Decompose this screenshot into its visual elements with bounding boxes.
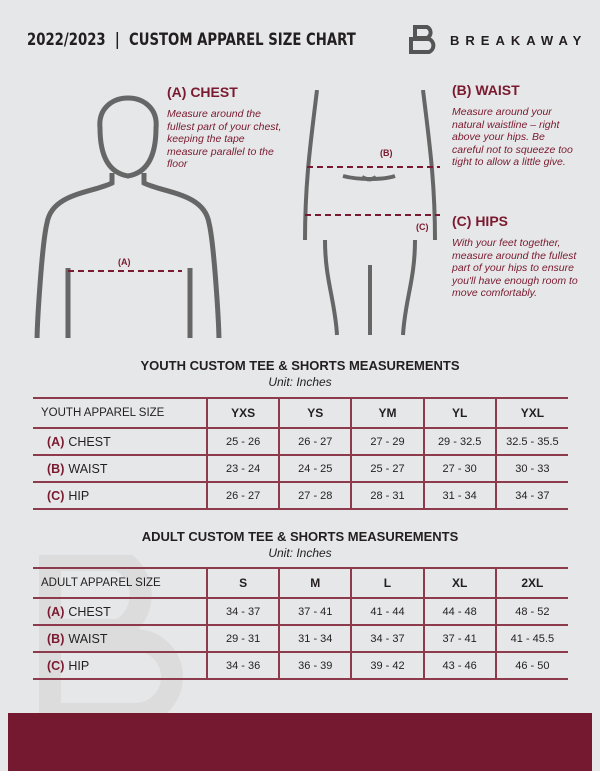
table-cell: 29 - 32.5 — [422, 428, 496, 456]
chest-marker: (A) — [118, 257, 131, 267]
table-cell: 27 - 29 — [350, 428, 424, 456]
table-cell: 32.5 - 35.5 — [494, 428, 568, 456]
chest-text: Measure around the fullest part of your … — [167, 108, 282, 170]
measure-letter: (A) — [47, 434, 65, 449]
size-header: M — [278, 567, 352, 599]
page-title: 2022/2023 | CUSTOM APPAREL SIZE CHART — [27, 30, 356, 50]
table-cell: 39 - 42 — [350, 652, 424, 680]
size-label: ADULT APPAREL SIZE — [33, 567, 207, 599]
table-cell: 27 - 30 — [422, 455, 496, 483]
brand-name: BREAKAWAY — [450, 33, 588, 48]
measure-label: (C) HIP — [33, 482, 207, 510]
chest-figure-icon — [34, 95, 222, 338]
table-cell: 25 - 27 — [350, 455, 424, 483]
waist-marker: (B) — [380, 148, 393, 158]
table-cell: 27 - 28 — [278, 482, 352, 510]
table-cell: 37 - 41 — [278, 598, 352, 626]
size-header: 2XL — [494, 567, 568, 599]
adult-size-table: ADULT APPAREL SIZE S M L XL 2XL (A) CHEST 34 - 3… — [33, 567, 568, 680]
measure-name: HIP — [68, 488, 90, 503]
adult-unit: Unit: Inches — [268, 546, 332, 560]
adult-table-title: ADULT CUSTOM TEE & SHORTS MEASUREMENTS — [141, 529, 459, 544]
table-cell: 31 - 34 — [278, 625, 352, 653]
size-header: YL — [422, 397, 496, 429]
measure-label: (C) HIP — [33, 652, 207, 680]
size-label: YOUTH APPAREL SIZE — [33, 397, 207, 429]
table-cell: 31 - 34 — [422, 482, 496, 510]
table-row: (B) WAIST 23 - 24 24 - 25 25 - 27 27 - 30 30 -… — [33, 455, 568, 483]
hips-heading: (C) HIPS — [452, 213, 508, 229]
youth-table-title: YOUTH CUSTOM TEE & SHORTS MEASUREMENTS — [140, 358, 460, 373]
table-cell: 26 - 27 — [278, 428, 352, 456]
table-cell: 34 - 37 — [494, 482, 568, 510]
waist-hips-figure-icon — [303, 90, 440, 336]
measure-name: WAIST — [68, 461, 108, 476]
measure-letter: (C) — [47, 488, 65, 503]
table-cell: 46 - 50 — [494, 652, 568, 680]
table-row: (C) HIP 34 - 36 36 - 39 39 - 42 43 - 46 46 - 5… — [33, 652, 568, 680]
table-cell: 26 - 27 — [205, 482, 280, 510]
measure-letter: (A) — [47, 604, 65, 619]
table-header-row: ADULT APPAREL SIZE S M L XL 2XL — [33, 567, 568, 599]
measure-name: CHEST — [68, 604, 111, 619]
size-header: YXS — [205, 397, 280, 429]
size-header: YM — [350, 397, 424, 429]
waist-heading: (B) WAIST — [452, 82, 520, 98]
table-cell: 41 - 44 — [350, 598, 424, 626]
measure-name: HIP — [68, 658, 90, 673]
table-cell: 34 - 37 — [350, 625, 424, 653]
table-cell: 37 - 41 — [422, 625, 496, 653]
measure-letter: (B) — [47, 461, 65, 476]
table-cell: 24 - 25 — [278, 455, 352, 483]
youth-size-table: YOUTH APPAREL SIZE YXS YS YM YL YXL (A) CHEST 25… — [33, 397, 568, 510]
measure-name: CHEST — [68, 434, 111, 449]
measure-label: (A) CHEST — [33, 598, 207, 626]
table-row: (C) HIP 26 - 27 27 - 28 28 - 31 31 - 34 34 - 3… — [33, 482, 568, 510]
size-header: L — [350, 567, 424, 599]
size-header: S — [205, 567, 280, 599]
measure-name: WAIST — [68, 631, 108, 646]
hips-marker: (C) — [416, 222, 429, 232]
table-cell: 29 - 31 — [205, 625, 280, 653]
table-cell: 44 - 48 — [422, 598, 496, 626]
size-header: YS — [278, 397, 352, 429]
measure-label: (A) CHEST — [33, 428, 207, 456]
youth-unit: Unit: Inches — [268, 375, 332, 389]
table-cell: 41 - 45.5 — [494, 625, 568, 653]
measure-letter: (B) — [47, 631, 65, 646]
table-cell: 28 - 31 — [350, 482, 424, 510]
size-header: YXL — [494, 397, 568, 429]
hips-text: With your feet together, measure around … — [452, 237, 578, 299]
table-cell: 30 - 33 — [494, 455, 568, 483]
measure-label: (B) WAIST — [33, 625, 207, 653]
table-cell: 36 - 39 — [278, 652, 352, 680]
table-cell: 23 - 24 — [205, 455, 280, 483]
measure-letter: (C) — [47, 658, 65, 673]
table-cell: 34 - 36 — [205, 652, 280, 680]
table-row: (A) CHEST 25 - 26 26 - 27 27 - 29 29 - 32.5 32… — [33, 428, 568, 456]
chest-heading: (A) CHEST — [167, 84, 238, 100]
waist-text: Measure around your natural waistline – … — [452, 106, 573, 168]
breakaway-logo-icon — [409, 25, 436, 54]
table-cell: 25 - 26 — [205, 428, 280, 456]
table-cell: 34 - 37 — [205, 598, 280, 626]
table-cell: 43 - 46 — [422, 652, 496, 680]
size-header: XL — [422, 567, 496, 599]
table-row: (A) CHEST 34 - 37 37 - 41 41 - 44 44 - 48 48 -… — [33, 598, 568, 626]
footer-bar — [8, 713, 592, 771]
table-row: (B) WAIST 29 - 31 31 - 34 34 - 37 37 - 41 41 -… — [33, 625, 568, 653]
table-cell: 48 - 52 — [494, 598, 568, 626]
measure-label: (B) WAIST — [33, 455, 207, 483]
table-header-row: YOUTH APPAREL SIZE YXS YS YM YL YXL — [33, 397, 568, 429]
